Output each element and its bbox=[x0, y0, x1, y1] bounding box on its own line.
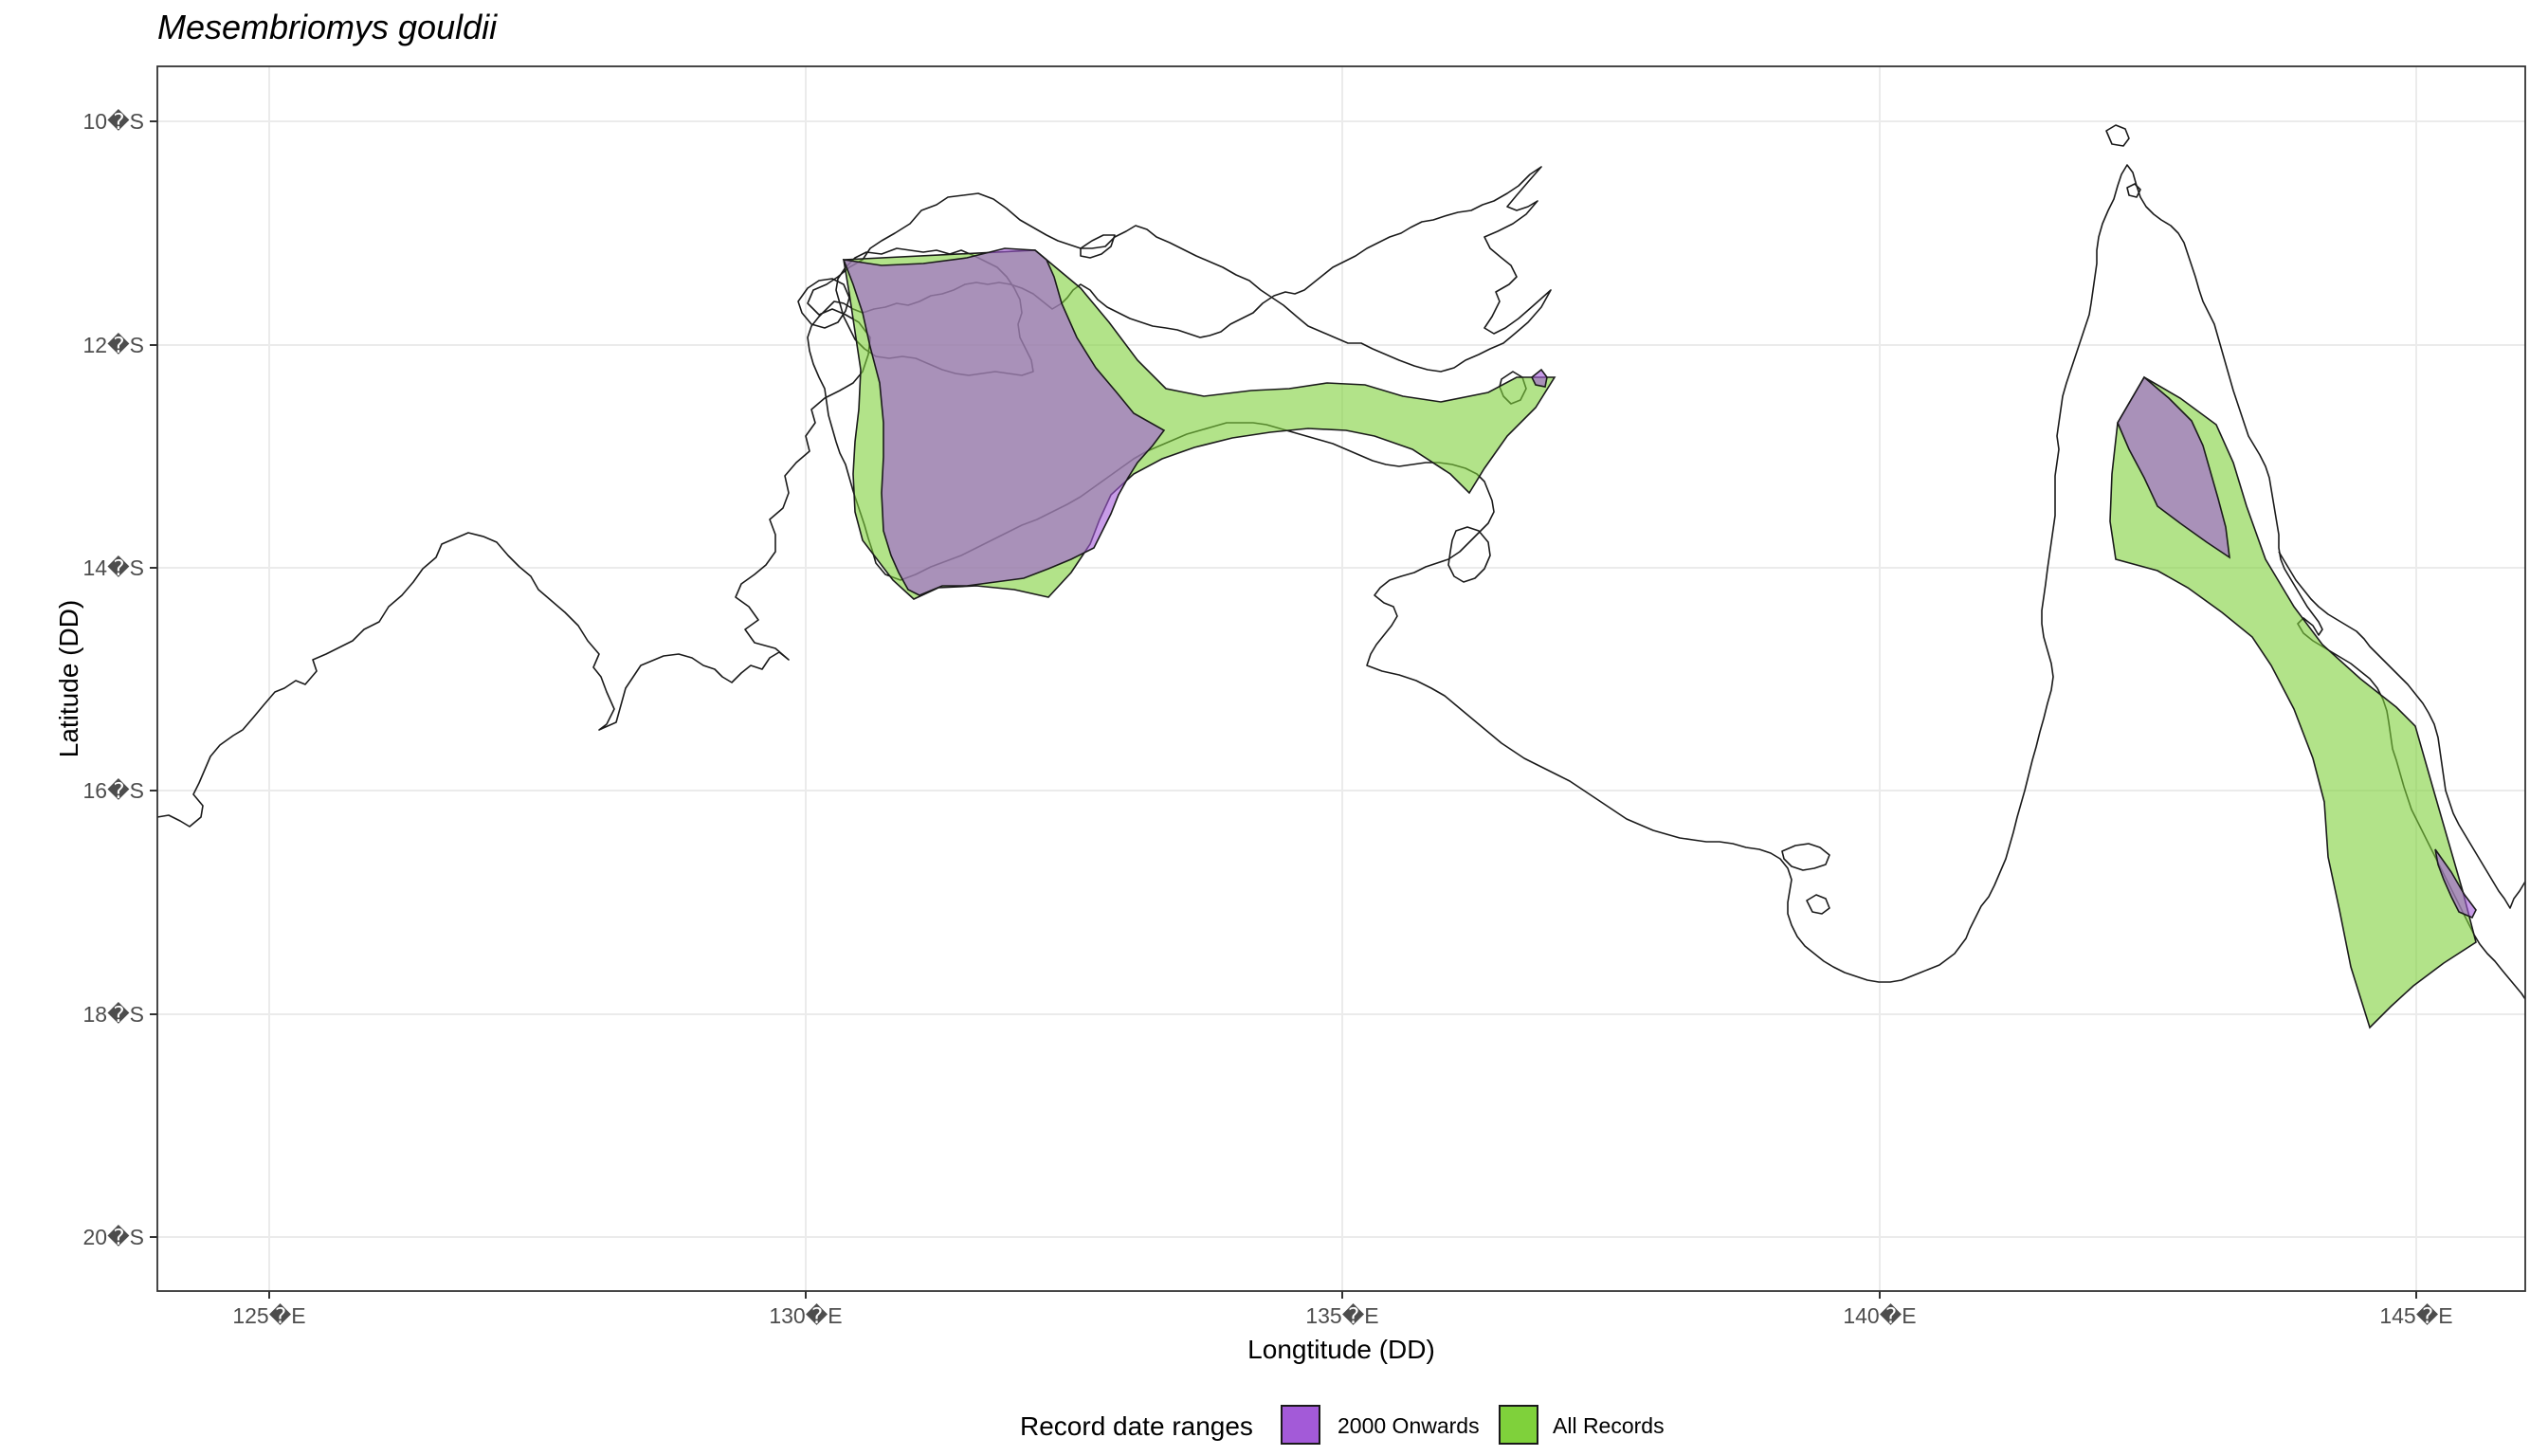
x-tick-label: 140�E bbox=[1843, 1303, 1916, 1328]
y-axis-title: Latitude (DD) bbox=[54, 600, 83, 758]
map-panel bbox=[156, 65, 2526, 1292]
legend-label-2000-onwards: 2000 Onwards bbox=[1338, 1413, 1480, 1438]
y-tick-label: 18�S bbox=[82, 1002, 144, 1027]
range-polygon-2000-cobourg bbox=[1530, 368, 1548, 388]
legend: Record date ranges 2000 Onwards All Reco… bbox=[1020, 1405, 1665, 1445]
y-tick-label: 10�S bbox=[82, 109, 144, 134]
range-layer-2000-onwards bbox=[842, 247, 2477, 919]
y-tick-label: 14�S bbox=[82, 555, 144, 580]
coastline-torres-strait-island-small bbox=[2126, 183, 2141, 198]
coastline-groote-eylandt bbox=[1447, 526, 1491, 583]
coastline-bathurst-island bbox=[797, 278, 850, 329]
x-tick-label: 130�E bbox=[769, 1303, 842, 1328]
range-polygon-2000-cape-york bbox=[2117, 375, 2231, 559]
x-axis: 125�E 130�E 135�E 140�E 145�E Longtitude… bbox=[232, 1291, 2453, 1364]
x-tick-label: 125�E bbox=[232, 1303, 305, 1328]
legend-key-all-records bbox=[1499, 1405, 1538, 1445]
x-axis-title: Longtitude (DD) bbox=[1247, 1335, 1435, 1364]
coastline-cobourg-peninsula bbox=[1080, 234, 1116, 259]
coastline-torres-strait-islands bbox=[2105, 124, 2130, 147]
y-tick-label: 16�S bbox=[82, 778, 144, 803]
x-tick-label: 135�E bbox=[1305, 1303, 1378, 1328]
graticule bbox=[157, 66, 2525, 1291]
legend-label-all-records: All Records bbox=[1553, 1413, 1665, 1438]
range-polygon-2000-cape-york-small bbox=[2434, 848, 2477, 919]
map-title: Mesembriomys gouldii bbox=[157, 8, 498, 46]
legend-title: Record date ranges bbox=[1020, 1411, 1253, 1441]
x-tick-label: 145�E bbox=[2379, 1303, 2452, 1328]
y-axis: 10�S 12�S 14�S 16�S 18�S 20�S Latitude (… bbox=[54, 109, 157, 1249]
y-tick-label: 12�S bbox=[82, 333, 144, 357]
coastline-wellesley-islands bbox=[1781, 843, 1830, 871]
y-tick-label: 20�S bbox=[82, 1225, 144, 1249]
legend-key-2000-onwards bbox=[1281, 1405, 1320, 1445]
range-polygon-all-records-cape-york bbox=[2109, 375, 2477, 1029]
coastline-mornington-island bbox=[1806, 894, 1830, 915]
coastline-cape-york-east bbox=[2278, 551, 2526, 909]
range-polygon-2000-top-end bbox=[842, 247, 1166, 596]
